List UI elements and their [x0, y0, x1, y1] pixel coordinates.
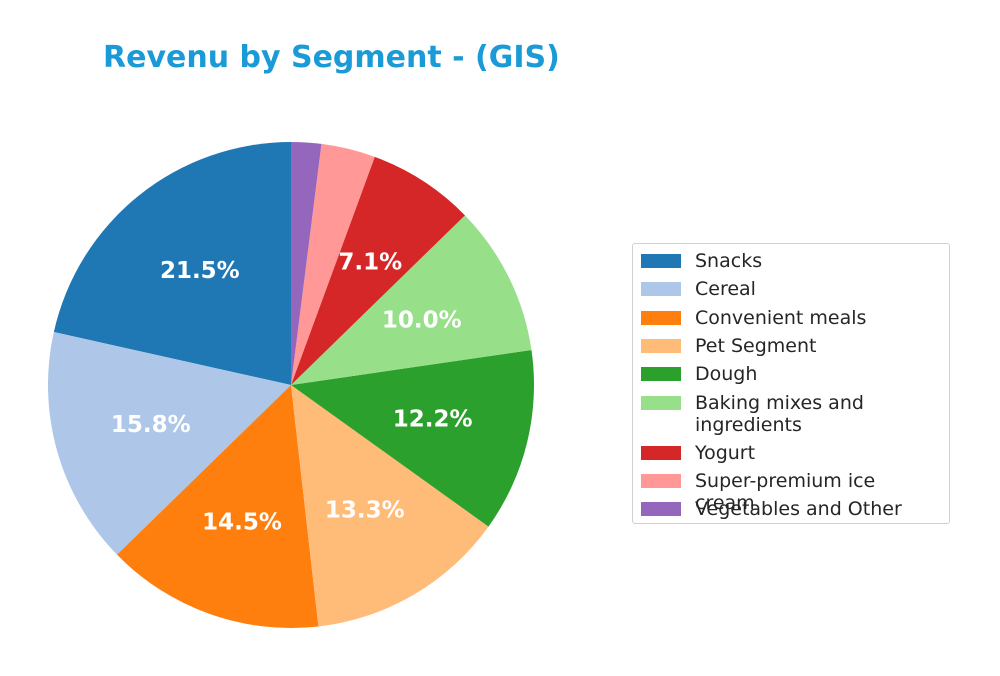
pie-slice-dough: [291, 350, 534, 527]
pie-slice-yogurt: [291, 156, 465, 385]
legend-swatch: [641, 367, 681, 382]
legend-item: Cereal: [641, 278, 935, 300]
chart-title: Revenu by Segment - (GIS): [103, 40, 560, 75]
legend-item: Snacks: [641, 250, 935, 272]
slice-label-baking-mixes-and-ingredients: 10.0%: [382, 307, 462, 333]
legend-item: Vegetables and Other: [641, 498, 935, 520]
legend-swatch: [641, 473, 681, 488]
legend-swatch: [641, 502, 681, 517]
legend-swatch: [641, 445, 681, 460]
legend-label: Dough: [695, 363, 758, 386]
legend-swatch: [641, 282, 681, 297]
legend-label: Convenient meals: [695, 306, 867, 329]
legend-label: Vegetables and Other: [695, 498, 902, 521]
pie-slice-pet-segment: [291, 385, 489, 627]
legend-swatch: [641, 338, 681, 353]
pie-slices: [47, 142, 534, 628]
legend-item: Dough: [641, 363, 935, 385]
legend-swatch: [641, 310, 681, 325]
slice-label-snacks: 21.5%: [160, 258, 240, 284]
slice-label-pet-segment: 13.3%: [325, 498, 405, 524]
legend-item: Convenient meals: [641, 307, 935, 329]
pie-slice-vegetables-and-other: [291, 142, 322, 385]
legend-item: Super-premium ice cream: [641, 470, 935, 514]
legend-label: Pet Segment: [695, 334, 817, 357]
pie-slice-baking-mixes-and-ingredients: [291, 215, 532, 385]
legend-label: Super-premium ice cream: [695, 469, 876, 514]
slice-label-dough: 12.2%: [393, 406, 473, 432]
pie-slice-super-premium-ice-cream: [291, 143, 375, 385]
legend-swatch: [641, 254, 681, 268]
legend-label: Cereal: [695, 278, 756, 301]
legend-swatch: [641, 395, 681, 410]
legend-label: Yogurt: [695, 441, 756, 464]
legend-item: Baking mixes and ingredients: [641, 392, 935, 436]
pie-slice-labels: 21.5% 15.8% 14.5% 13.3% 12.2% 10.0% 7.1%: [111, 250, 473, 536]
legend-item: Yogurt: [641, 442, 935, 464]
legend: Snacks Cereal Convenient meals Pet Segment D…: [632, 243, 950, 524]
slice-label-yogurt: 7.1%: [338, 250, 402, 276]
pie-slice-cereal: [47, 331, 291, 555]
legend-label: Snacks: [695, 250, 763, 272]
slice-label-convenient-meals: 14.5%: [202, 509, 282, 535]
slice-label-cereal: 15.8%: [111, 412, 191, 438]
pie-slice-convenient-meals: [117, 385, 319, 628]
legend-label: Baking mixes and ingredients: [695, 391, 864, 436]
pie-slice-snacks: [53, 142, 291, 385]
legend-item: Pet Segment: [641, 335, 935, 357]
